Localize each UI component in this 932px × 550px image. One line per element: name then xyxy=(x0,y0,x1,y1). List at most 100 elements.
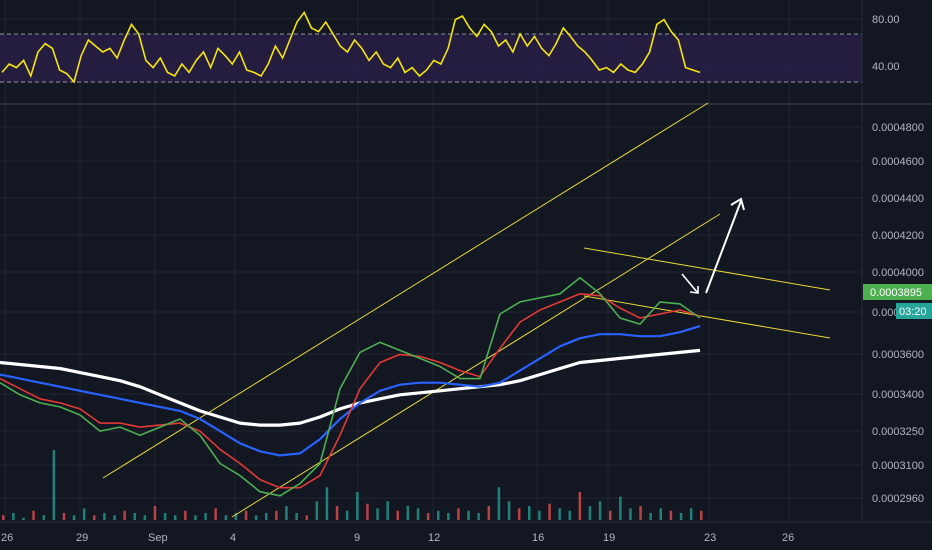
volume-bar xyxy=(467,510,470,520)
time-tick-label: 9 xyxy=(354,532,360,544)
volume-bar xyxy=(689,508,693,520)
channel-line xyxy=(583,295,831,339)
ema-red-line xyxy=(0,292,701,489)
time-tick-label: 23 xyxy=(704,532,716,544)
arrow-down-line xyxy=(681,273,698,293)
channel-drawings[interactable] xyxy=(102,102,831,518)
volume-bar xyxy=(376,508,379,520)
volume-bar xyxy=(619,496,622,520)
price-tick-label: 0.0004800 xyxy=(872,122,924,134)
volume-bar xyxy=(305,515,308,520)
volume-bar xyxy=(204,513,207,520)
volume-bar xyxy=(416,508,420,520)
volume-bar xyxy=(669,510,673,520)
countdown-badge xyxy=(896,303,932,319)
volume-bar xyxy=(659,508,662,520)
current-price-text: 0.0003895 xyxy=(870,287,922,299)
volume-bar xyxy=(649,513,652,520)
volume-bar xyxy=(447,513,450,520)
price-tick-label: 0.0003250 xyxy=(872,426,924,438)
volume-bar xyxy=(578,492,582,520)
volume-bar xyxy=(629,508,632,520)
volume-bar xyxy=(325,487,329,520)
volume-bar xyxy=(214,508,217,520)
volume-bar xyxy=(113,515,116,520)
volume-bar xyxy=(517,508,521,520)
channel-line xyxy=(102,102,709,479)
volume-bar xyxy=(52,450,56,520)
volume-bar xyxy=(133,513,136,520)
volume-bar xyxy=(32,510,35,520)
volume-bar xyxy=(497,487,501,520)
volume-bar xyxy=(477,513,480,520)
channel-line xyxy=(583,247,831,291)
price-badges: 0.0003895 03:20 xyxy=(863,284,932,319)
volume-bar xyxy=(174,515,177,520)
volume-bar xyxy=(275,510,278,520)
volume-bar xyxy=(93,515,96,520)
ema-green-line xyxy=(0,276,701,497)
volume-bar xyxy=(153,506,157,520)
price-tick-label: 0.0003400 xyxy=(872,389,924,401)
time-tick-label: 16 xyxy=(532,532,544,544)
volume-bar xyxy=(184,510,187,520)
volume-bar xyxy=(598,501,602,520)
volume-bar xyxy=(457,508,460,520)
ma-white-line xyxy=(0,348,701,427)
volume-bar xyxy=(528,506,531,520)
price-tick-label: 0.0003600 xyxy=(872,349,924,361)
grid-lines xyxy=(0,0,862,522)
volume-bar xyxy=(62,513,66,520)
arrow-annotations[interactable] xyxy=(681,197,745,294)
time-tick-label: 26 xyxy=(1,532,13,544)
price-tick-label: 0.0002960 xyxy=(872,493,924,505)
volume-bar xyxy=(548,503,551,520)
volume-bar xyxy=(396,510,399,520)
volume-bar xyxy=(568,510,571,520)
arrow-up-line xyxy=(705,200,742,294)
volume-bar xyxy=(345,510,349,520)
arrow-up-head xyxy=(730,197,745,211)
volume-bar xyxy=(234,513,238,520)
volume-bar xyxy=(2,515,5,520)
time-tick-label: Sep xyxy=(148,532,168,544)
countdown-text: 03:20 xyxy=(899,306,927,318)
volume-bars xyxy=(2,450,703,520)
volume-bar xyxy=(386,501,389,520)
price-moving-averages[interactable] xyxy=(0,276,701,497)
volume-bar xyxy=(72,515,76,520)
volume-bar xyxy=(12,513,15,520)
volume-bar xyxy=(426,513,430,520)
volume-bar xyxy=(244,510,248,520)
volume-bar xyxy=(82,508,86,520)
time-tick-label: 4 xyxy=(230,532,236,544)
price-axis: 0.0004800 0.0004600 0.0004400 0.0004200 … xyxy=(872,122,924,505)
volume-bar xyxy=(507,501,511,520)
volume-bar xyxy=(123,510,126,520)
volume-bar xyxy=(265,513,268,520)
volume-bar xyxy=(538,510,541,520)
volume-bar xyxy=(366,503,369,520)
price-tick-label: 0.0004400 xyxy=(872,193,924,205)
volume-bar xyxy=(143,515,147,520)
rsi-axis: 80.00 40.00 xyxy=(872,14,900,73)
rsi-tick-label: 40.00 xyxy=(872,61,900,73)
price-tick-label: 0.0004600 xyxy=(872,156,924,168)
price-tick-label: 0.0003100 xyxy=(872,460,924,472)
volume-bar xyxy=(406,506,410,520)
volume-bar xyxy=(254,515,258,520)
volume-bar xyxy=(163,513,167,520)
time-axis: 26 29 Sep 4 9 12 16 19 23 26 xyxy=(1,532,794,544)
rsi-band xyxy=(0,34,862,82)
volume-bar xyxy=(356,492,359,520)
volume-bar xyxy=(609,510,612,520)
rsi-line xyxy=(1,10,701,84)
volume-bar xyxy=(639,506,642,520)
channel-line xyxy=(231,213,721,518)
current-price-badge xyxy=(863,284,932,300)
price-tick-label: 0.0004000 xyxy=(872,267,924,279)
time-tick-label: 19 xyxy=(603,532,615,544)
volume-bar xyxy=(679,513,683,520)
rsi-panel[interactable] xyxy=(0,10,862,84)
